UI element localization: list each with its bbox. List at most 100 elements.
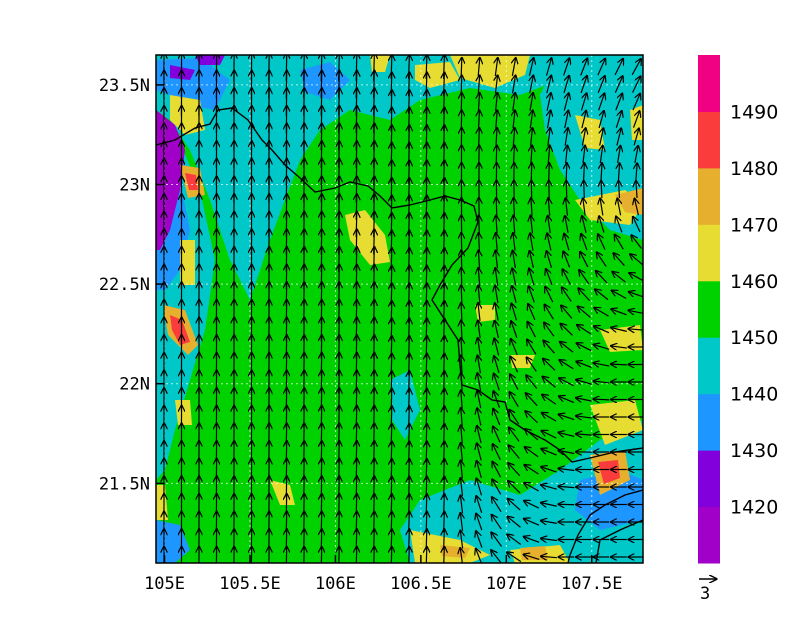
wind-vector-arrow [580, 252, 589, 268]
wind-vector-arrow [476, 531, 483, 548]
contour-yellow-10 [175, 400, 192, 425]
wind-vector-arrow [461, 426, 463, 444]
wind-vector-arrow [577, 343, 592, 352]
wind-vector-arrow [583, 146, 585, 164]
wind-vector-arrow [476, 514, 483, 531]
wind-vector-arrow [391, 529, 392, 550]
wind-vector-arrow [511, 339, 518, 356]
wind-vector-arrow [509, 410, 520, 425]
wind-vector-arrow [426, 477, 427, 498]
wind-vector-arrow [391, 512, 392, 533]
wind-vector-arrow [496, 93, 498, 111]
wind-vector-arrow [460, 496, 462, 514]
wind-vector-arrow [461, 303, 462, 321]
wind-vector-arrow [492, 462, 502, 478]
wind-vector-arrow [582, 111, 586, 129]
wind-vector-arrow [545, 58, 552, 76]
wind-vector-arrow [576, 416, 592, 418]
contour-cyan-mid [390, 370, 420, 440]
wind-vector-arrow [559, 468, 575, 470]
wind-vector-arrow [564, 234, 570, 251]
wind-vector-arrow [524, 519, 540, 526]
wind-vector-arrow [374, 547, 375, 563]
wind-vector-arrow [491, 550, 502, 563]
wind-vector-arrow [632, 94, 640, 111]
wind-vector-arrow [526, 375, 538, 389]
y-tick-label: 22.5N [99, 275, 150, 295]
wind-vector-arrow [512, 286, 516, 304]
wind-vector-arrow [566, 146, 568, 164]
wind-vector-arrow [476, 496, 483, 513]
wind-vector-arrow [615, 94, 622, 111]
wind-vector-arrow [580, 76, 587, 94]
plot-area [156, 55, 643, 563]
wind-vector-arrow [611, 309, 627, 316]
wind-vector-arrow [494, 356, 500, 373]
wind-vector-arrow [513, 76, 516, 94]
wind-vector-arrow [512, 58, 515, 76]
wind-vector-arrow [545, 305, 554, 320]
wind-vector-arrow [494, 339, 498, 356]
wind-vector-arrow [426, 529, 427, 550]
wind-vector-arrow [629, 329, 643, 330]
colorbar-segment [698, 393, 720, 451]
wind-vector-arrow [478, 286, 480, 304]
wind-vector-arrow [541, 467, 557, 473]
wind-vector-arrow [583, 199, 585, 216]
wind-vector-arrow [476, 479, 483, 496]
wind-vector-arrow [477, 408, 481, 426]
wind-vector-arrow [356, 512, 357, 533]
wind-vector-arrow [594, 399, 610, 400]
wind-vector-arrow [496, 251, 498, 269]
wind-vector-arrow [597, 76, 605, 93]
wind-vector-arrow [511, 321, 518, 338]
wind-vector-arrow [526, 393, 538, 407]
colorbar-segment [698, 506, 720, 564]
wind-vector-arrow [559, 396, 575, 404]
wind-vector-arrow [495, 268, 497, 286]
wind-vector-arrow [580, 94, 586, 111]
colorbar-label: 1480 [730, 158, 778, 180]
colorbar-label: 1440 [730, 384, 778, 406]
colorbar-label: 1430 [730, 440, 778, 462]
wind-vector-arrow [478, 58, 480, 77]
colorbar-segment [698, 55, 720, 112]
wind-vector-arrow [561, 306, 573, 319]
wind-vector-arrow [615, 235, 624, 250]
wind-vector-arrow [374, 512, 375, 533]
wind-vector-arrow [461, 338, 462, 356]
wind-vector-arrow [494, 391, 501, 408]
colorbar-label: 1490 [730, 101, 778, 123]
wind-vector-arrow [494, 374, 500, 391]
wind-vector-arrow [461, 461, 463, 479]
y-axis: 23.5N 23N 22.5N 22N 21.5N [99, 76, 164, 494]
colorbar-label: 1470 [730, 214, 778, 236]
wind-vector-arrow [495, 58, 497, 76]
wind-vector-arrow [477, 373, 480, 391]
wind-vector-arrow [611, 328, 627, 332]
wind-vector-arrow [524, 483, 539, 492]
reference-vector: 3 [699, 579, 716, 604]
wind-vector-arrow [492, 515, 502, 530]
contour-cyan-north [156, 55, 560, 300]
wind-vector-arrow [508, 463, 521, 477]
wind-vector-arrow [514, 198, 515, 216]
contour-red-2 [185, 173, 198, 190]
wind-vector-arrow [461, 408, 462, 426]
wind-vector-arrow [512, 268, 516, 286]
wind-vector-arrow [560, 342, 574, 353]
wind-vector-arrow [409, 529, 410, 550]
wind-vector-arrow [580, 59, 588, 76]
wind-vector-arrow [576, 380, 592, 385]
wind-vector-arrow [356, 529, 357, 550]
wind-vector-arrow [541, 503, 557, 506]
wind-vector-arrow [600, 146, 602, 164]
wind-vector-arrow [478, 303, 480, 321]
wind-vectors [164, 55, 643, 563]
wind-vector-arrow [632, 111, 639, 128]
wind-vector-arrow [531, 216, 533, 234]
wind-vector-arrow [559, 433, 575, 437]
wind-vector-arrow [528, 304, 536, 321]
wind-vector-arrow [547, 251, 553, 268]
wind-vector-arrow [584, 181, 585, 199]
